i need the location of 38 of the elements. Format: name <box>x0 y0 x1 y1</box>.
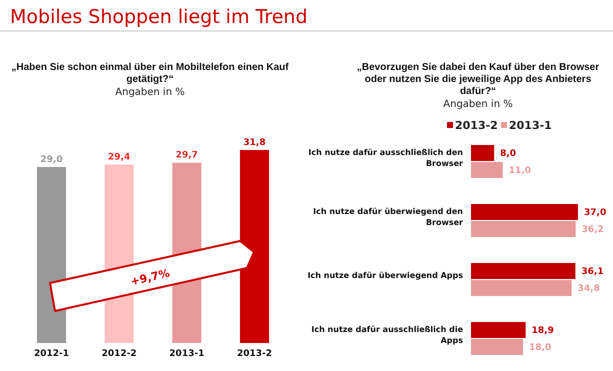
bar <box>471 145 494 161</box>
bar <box>471 204 578 220</box>
bar <box>471 221 576 237</box>
y-tick-label: Ich nutze dafür ausschließlich den Browser <box>308 148 464 168</box>
bar <box>471 339 524 355</box>
x-tick-label: 2013-2 <box>236 349 272 359</box>
bar <box>240 150 270 343</box>
data-label: 34,8 <box>578 284 600 294</box>
bar <box>471 162 503 178</box>
y-tick-label: Ich nutze dafür überwiegend Apps <box>308 271 464 280</box>
data-label: 36,2 <box>582 225 604 235</box>
bar <box>471 322 526 338</box>
y-tick-label: Ich nutze dafür überwiegend den Browser <box>313 207 464 227</box>
data-label: 29,7 <box>176 150 198 161</box>
data-label: 8,0 <box>500 149 516 159</box>
bar <box>471 280 572 296</box>
chart-title: „Bevorzugen Sie dabei den Kauf über den Browser oder nutzen Sie die jeweilige App des Anbieters dafür?“ <box>356 62 600 97</box>
chart-title: „Haben Sie schon einmal über ein Mobiltelefon einen Kauf getätigt?“ <box>11 62 290 85</box>
data-label: 37,0 <box>584 208 606 218</box>
bar <box>471 263 576 279</box>
data-label: 18,9 <box>532 326 554 336</box>
y-tick-label: Ich nutze dafür ausschließlich die Apps <box>311 325 464 345</box>
data-label: 29,4 <box>108 152 130 163</box>
x-tick-label: 2012-2 <box>102 349 137 359</box>
data-label: 11,0 <box>508 166 532 176</box>
data-label: 29,0 <box>40 154 63 165</box>
legend-label: 2013-1 <box>509 119 552 132</box>
x-tick-label: 2012-1 <box>34 349 70 359</box>
data-label: 36,1 <box>581 267 604 277</box>
legend-label: 2013-2 <box>455 119 498 132</box>
annotation: +9,7% <box>129 266 171 288</box>
chart-subtitle: Angaben in % <box>443 99 513 110</box>
chart-subtitle: Angaben in % <box>115 87 185 98</box>
data-label: 31,8 <box>243 138 266 148</box>
x-tick-label: 2013-1 <box>169 349 204 359</box>
text: Mobiles Shoppen liegt im Trend <box>10 6 308 28</box>
bar <box>36 166 66 343</box>
data-label: 18,0 <box>529 343 552 353</box>
